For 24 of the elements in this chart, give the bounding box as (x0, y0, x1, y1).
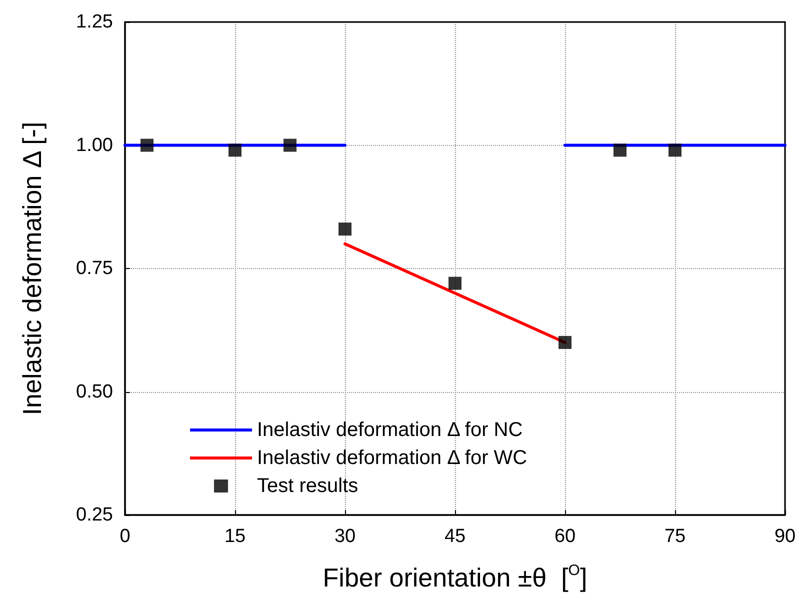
y-tick-label: 1.25 (76, 12, 113, 32)
y-axis-title: Inelastic deformation Δ [-] (17, 122, 47, 416)
point (614, 144, 626, 157)
legend-label: Inelastiv deformation Δ for WC (257, 447, 528, 469)
legend-label: Test results (257, 475, 358, 497)
x-tick-label: 0 (120, 526, 130, 547)
point (228, 144, 242, 157)
y-tick-label: 0.75 (76, 258, 113, 279)
legend-label: Inelastiv deformation Δ for NC (257, 419, 523, 441)
point (558, 336, 572, 349)
point (338, 222, 352, 236)
y-tick-label: 1.00 (76, 134, 113, 156)
y-tick-label: 0.50 (76, 381, 113, 402)
x-tick-label: 45 (444, 526, 466, 547)
x-tick-label: 75 (664, 526, 686, 547)
point (668, 144, 682, 157)
x-tick-label: 60 (554, 526, 576, 547)
x-tick-label: 15 (224, 526, 246, 547)
point (284, 138, 296, 152)
x-tick-label: 30 (334, 526, 356, 547)
point (140, 138, 154, 152)
point (448, 276, 462, 290)
x-tick-label: 90 (774, 526, 796, 547)
y-tick-label: 0.25 (76, 504, 113, 526)
